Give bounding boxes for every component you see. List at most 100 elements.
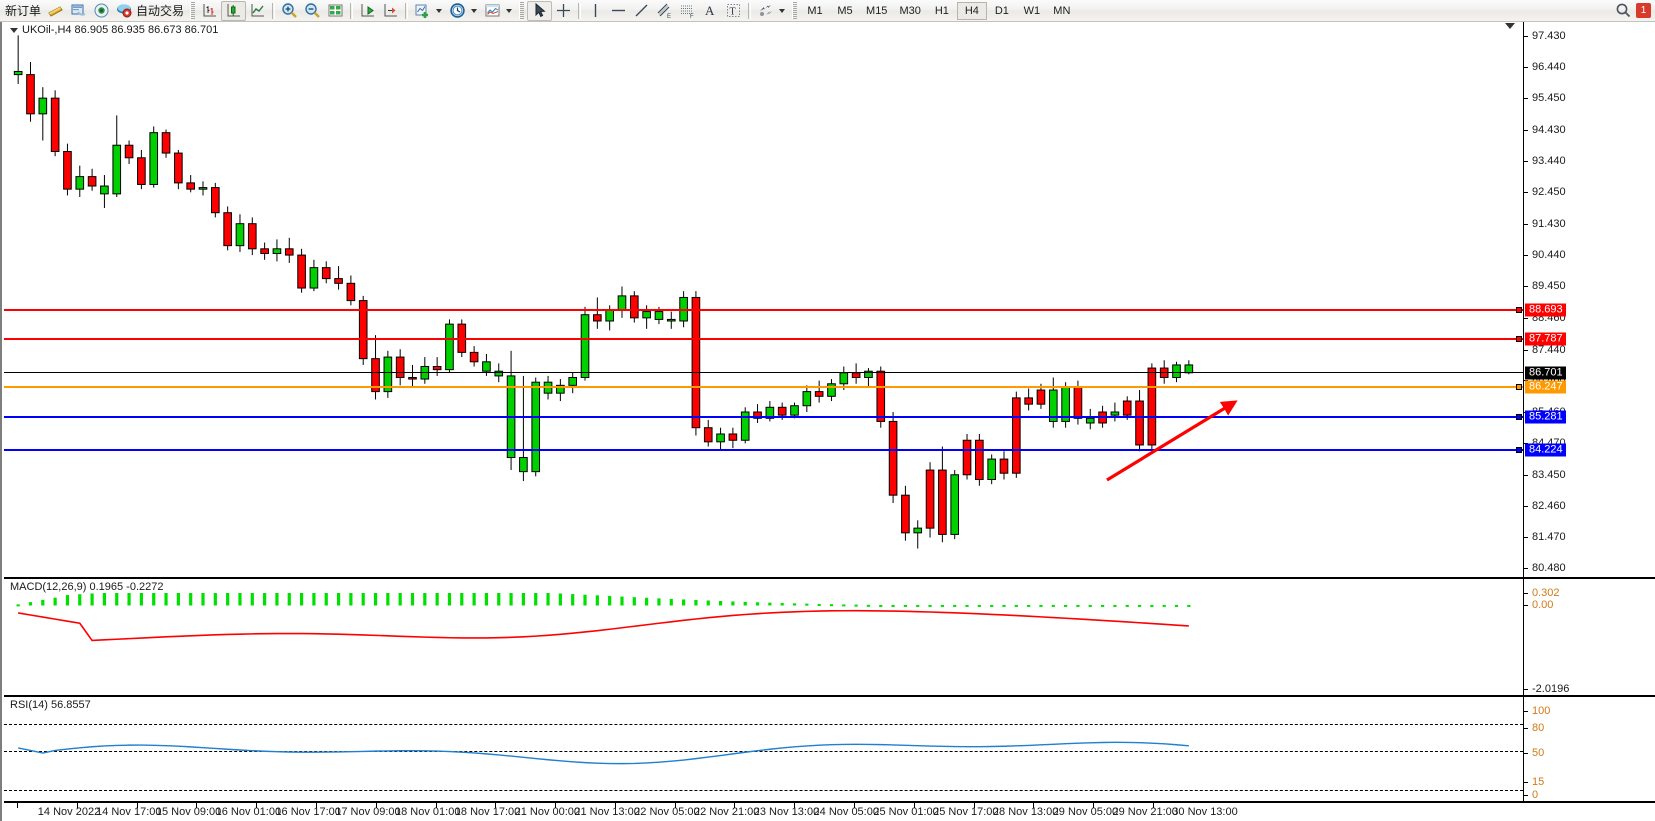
price-pane[interactable]: UKOil-,H4 86.905 86.935 86.673 86.701 97… — [4, 22, 1655, 578]
vertical-line-tool-button[interactable] — [584, 1, 607, 21]
timeframe-d1-button[interactable]: D1 — [994, 4, 1009, 17]
pane-collapse-caret-icon[interactable] — [1505, 23, 1515, 29]
crosshair-tool-button[interactable] — [552, 1, 575, 21]
timeframe-m5-button[interactable]: M5 — [837, 4, 853, 17]
time-tick-separator — [76, 803, 78, 808]
data-window-button[interactable] — [67, 1, 90, 21]
svg-text:T: T — [730, 7, 736, 18]
price-tick: 95.450 — [1524, 92, 1566, 104]
trendline-tool-button[interactable] — [630, 1, 653, 21]
notification-badge[interactable]: 1 — [1636, 3, 1651, 18]
templates-chevron-down-icon[interactable] — [504, 2, 513, 19]
resistance-line-1-tag[interactable]: 88.693 — [1525, 303, 1566, 317]
line-handle[interactable] — [1516, 383, 1522, 390]
horizontal-line-tool-button[interactable] — [607, 1, 630, 21]
autotrading-button[interactable]: 自动交易 — [113, 1, 187, 21]
pivot-line[interactable] — [4, 383, 1523, 390]
zoom-in-button[interactable] — [278, 1, 301, 21]
timeframe-mn-button[interactable]: MN — [1053, 4, 1071, 17]
time-tick-separator — [674, 803, 676, 808]
new-order-button[interactable]: 新订单 — [2, 1, 44, 21]
chart-menu-caret-icon[interactable] — [10, 28, 18, 33]
clock-icon — [449, 2, 466, 19]
indicators-button[interactable] — [411, 1, 446, 21]
time-tick-separator — [614, 803, 616, 808]
text-label-tool-button[interactable]: T — [722, 1, 745, 21]
indicators-chevron-down-icon[interactable] — [434, 2, 443, 19]
resistance-line-1[interactable] — [4, 307, 1523, 314]
rsi-level-80 — [4, 724, 1523, 725]
price-tick: 80.480 — [1524, 562, 1566, 574]
price-tick: 96.440 — [1524, 61, 1566, 73]
chart-shift-toggle-button[interactable] — [379, 1, 402, 21]
toolbar-grip-2[interactable] — [519, 2, 525, 19]
time-tick-separator — [913, 803, 915, 808]
resistance-line-2-tag[interactable]: 87.787 — [1525, 332, 1566, 346]
price-tick: 92.450 — [1524, 186, 1566, 198]
toolbar-grip-3[interactable] — [792, 2, 798, 19]
template-icon — [484, 2, 501, 19]
time-tick: 24 Nov 05:00 — [813, 806, 879, 818]
rsi-level-50 — [4, 751, 1523, 752]
uptrend-arrow[interactable] — [1106, 400, 1238, 482]
timeframe-w1-button[interactable]: W1 — [1023, 4, 1041, 17]
rsi-label: RSI(14) 56.8557 — [10, 699, 91, 711]
toolbar-grip-1[interactable] — [190, 2, 196, 19]
bar-chart-button[interactable] — [198, 1, 221, 21]
candle-chart-button[interactable] — [221, 0, 247, 21]
line-chart-button[interactable] — [246, 1, 269, 21]
time-tick-separator — [495, 803, 497, 808]
time-tick-separator — [435, 803, 437, 808]
timeframe-h4-button[interactable]: H4 — [956, 1, 987, 20]
periodicity-button[interactable] — [446, 1, 481, 21]
resistance-line-2[interactable] — [4, 335, 1523, 342]
macd-label: MACD(12,26,9) 0.1965 -0.2272 — [10, 581, 164, 593]
time-tick: 14 Nov 17:00 — [96, 806, 162, 818]
templates-button[interactable] — [481, 1, 516, 21]
svg-text:E: E — [667, 14, 671, 19]
support-line-1-tag[interactable]: 85.281 — [1525, 410, 1566, 424]
cursor-tool-button[interactable] — [527, 0, 553, 21]
fibonacci-tool-button[interactable]: F — [676, 1, 699, 21]
toolbar-separator-5 — [748, 2, 752, 19]
navigator-button[interactable] — [90, 1, 113, 21]
time-scale[interactable]: 14 Nov 2022 14 Nov 17:00 15 Nov 09:00 16 No… — [4, 802, 1655, 821]
current-price-line-tag[interactable]: 86.701 — [1525, 366, 1566, 380]
timeframe-m15-button[interactable]: M15 — [866, 4, 888, 17]
time-tick: 21 Nov 13:00 — [574, 806, 640, 818]
rsi-plot-canvas[interactable] — [4, 697, 1523, 801]
line-handle[interactable] — [1516, 335, 1522, 342]
periodicity-chevron-down-icon[interactable] — [469, 2, 478, 19]
current-price-line[interactable] — [4, 371, 1523, 373]
pivot-line-tag[interactable]: 86.247 — [1525, 380, 1566, 394]
timeframe-m1-button[interactable]: M1 — [807, 4, 823, 17]
chart-shift-button[interactable] — [324, 1, 347, 21]
gold-bar-icon-button[interactable] — [44, 1, 67, 21]
equidistant-channel-button[interactable]: E — [653, 1, 676, 21]
arrows-tool-button[interactable] — [754, 1, 789, 21]
support-line-2-tag[interactable]: 84.224 — [1525, 443, 1566, 457]
price-tick: 89.450 — [1524, 280, 1566, 292]
timeframe-m30-button[interactable]: M30 — [899, 4, 921, 17]
line-handle[interactable] — [1516, 447, 1522, 454]
macd-pane[interactable]: MACD(12,26,9) 0.1965 -0.2272 0.302 0.00 -2… — [4, 578, 1655, 696]
auto-scroll-button[interactable] — [356, 1, 379, 21]
price-plot-canvas[interactable] — [4, 22, 1523, 577]
support-line-2[interactable] — [4, 447, 1523, 454]
search-icon[interactable] — [1615, 2, 1632, 19]
macd-plot-canvas[interactable] — [4, 579, 1523, 695]
time-tick: 18 Nov 17:00 — [454, 806, 521, 818]
line-handle[interactable] — [1516, 414, 1522, 421]
line-handle[interactable] — [1516, 307, 1522, 314]
timeframe-h1-button[interactable]: H1 — [934, 4, 949, 17]
text-tool-button[interactable]: A — [699, 1, 722, 21]
zoom-out-button[interactable] — [301, 1, 324, 21]
drawing-annotations — [1106, 400, 1238, 482]
rsi-pane[interactable]: RSI(14) 56.8557 100 80 50 15 0 — [4, 696, 1655, 802]
price-tick: 93.440 — [1524, 155, 1566, 167]
toolbar-separator-4 — [578, 2, 582, 19]
arrows-chevron-down-icon[interactable] — [777, 2, 786, 19]
price-scale[interactable]: 97.430 96.440 95.450 94.430 93.440 92.450 91.4… — [1523, 22, 1655, 577]
add-indicator-icon — [414, 2, 431, 19]
support-line-1[interactable] — [4, 414, 1523, 421]
